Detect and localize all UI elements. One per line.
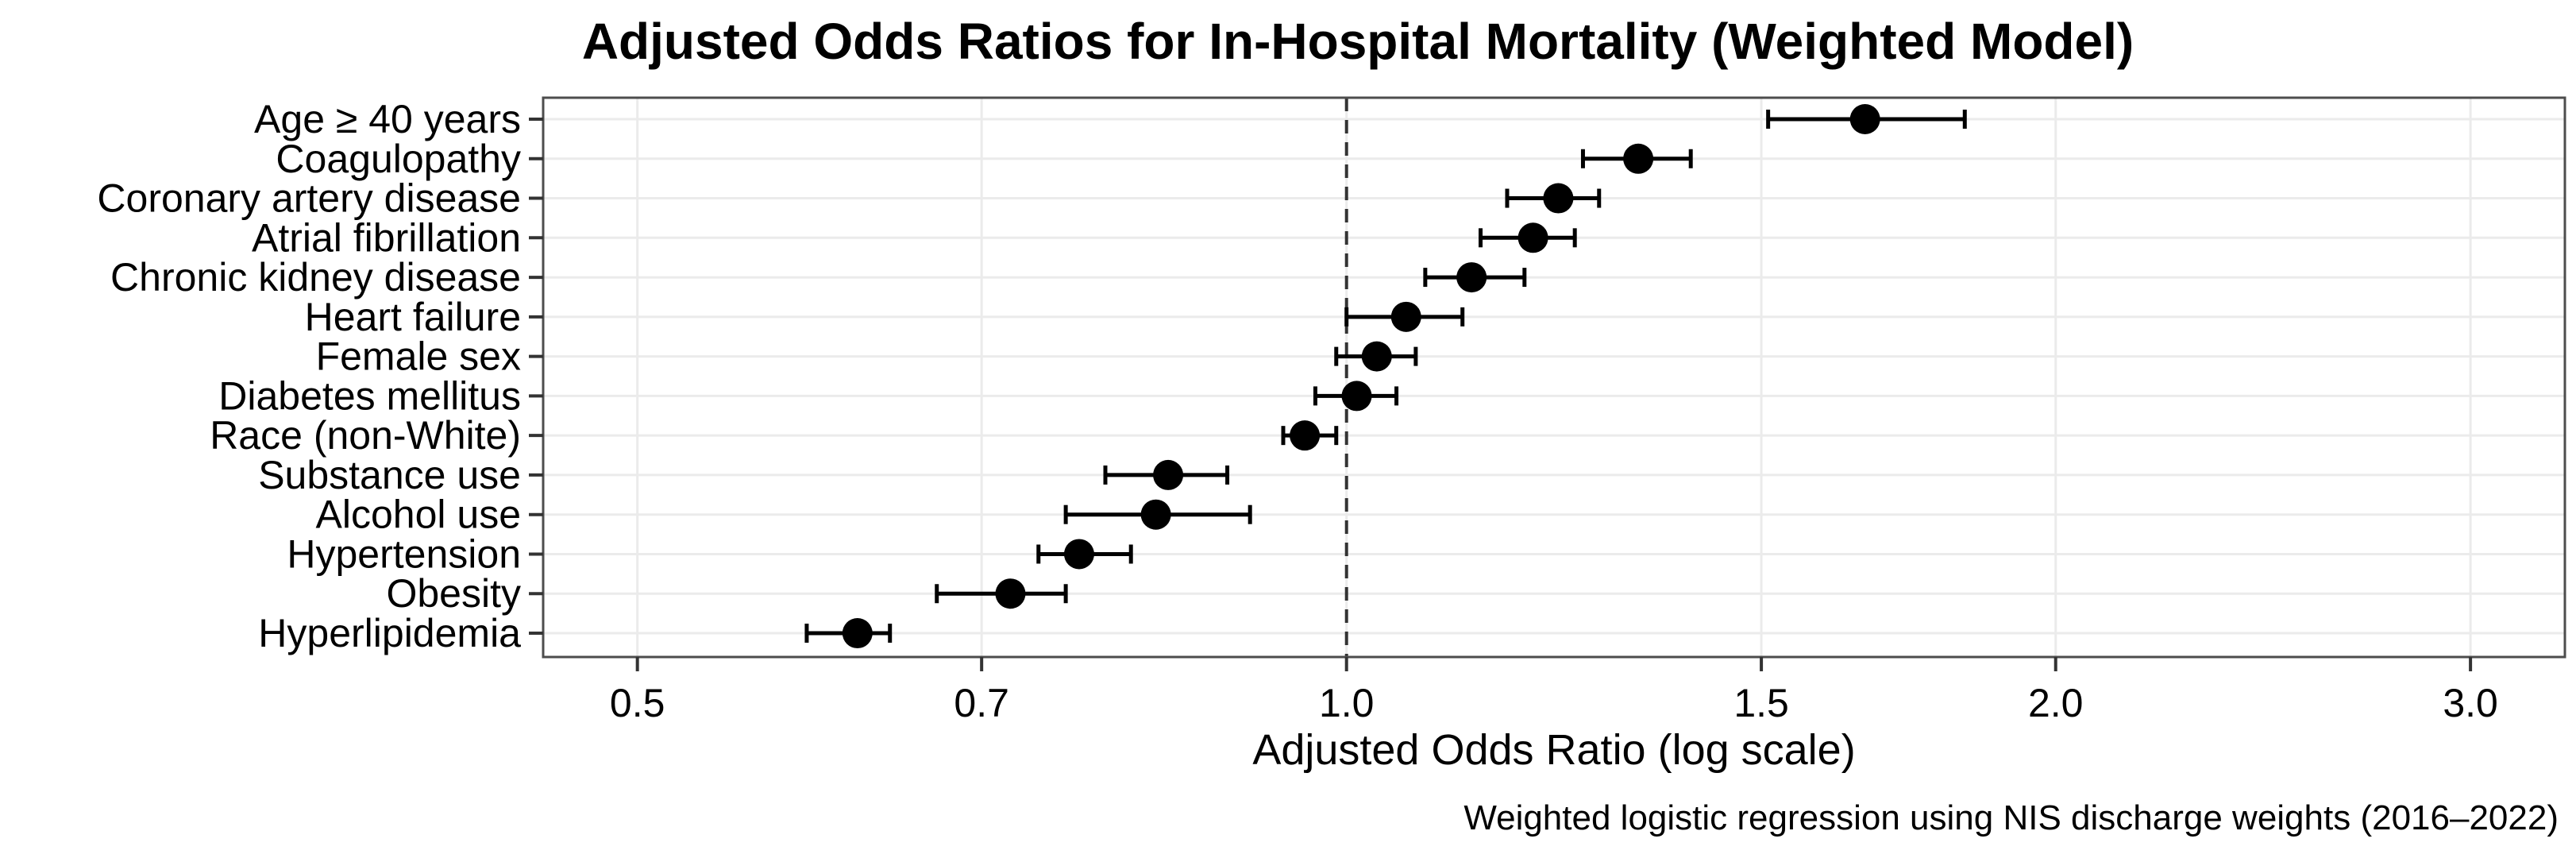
- y-axis-label: Chronic kidney disease: [110, 255, 521, 300]
- x-tick-label: 0.7: [954, 681, 1009, 725]
- panel-border: [542, 96, 2566, 659]
- forest-point: [1140, 499, 1171, 530]
- x-tick-label: 1.0: [1319, 681, 1375, 725]
- y-axis-label: Hypertension: [287, 531, 521, 576]
- y-axis-label: Hyperlipidemia: [258, 611, 521, 655]
- y-axis-label: Alcohol use: [316, 493, 522, 537]
- forest-point: [1341, 381, 1372, 412]
- forest-point: [1290, 420, 1321, 451]
- forest-point: [1849, 104, 1880, 134]
- panel-background: [543, 98, 2565, 657]
- forest-point: [1063, 539, 1094, 570]
- forest-point: [1390, 301, 1421, 332]
- forest-point: [1456, 262, 1487, 293]
- forest-point: [1517, 222, 1548, 253]
- forest-point: [1543, 183, 1574, 214]
- chart-title: Adjusted Odds Ratios for In-Hospital Mor…: [582, 13, 2134, 70]
- x-tick-label: 0.5: [610, 681, 665, 725]
- plot-panel: [542, 96, 2566, 659]
- y-axis-label: Substance use: [258, 453, 521, 497]
- y-axis-label: Obesity: [386, 571, 521, 616]
- y-axis-label: Age ≥ 40 years: [254, 97, 521, 141]
- y-axis-label: Female sex: [316, 334, 521, 379]
- y-axis-label: Atrial fibrillation: [252, 215, 521, 260]
- x-tick-label: 3.0: [2443, 681, 2498, 725]
- x-tick-label: 1.5: [1733, 681, 1789, 725]
- x-tick-label: 2.0: [2028, 681, 2084, 725]
- forest-point: [1153, 459, 1184, 490]
- y-axis-label: Heart failure: [305, 295, 521, 339]
- chart-caption: Weighted logistic regression using NIS d…: [1463, 798, 2559, 837]
- y-axis-label: Coronary artery disease: [97, 176, 521, 221]
- y-axis-label: Diabetes mellitus: [218, 373, 521, 418]
- forest-point: [1361, 341, 1392, 372]
- y-axis-label: Race (non-White): [210, 413, 521, 458]
- forest-point: [1623, 143, 1654, 174]
- y-axis-label: Coagulopathy: [276, 137, 521, 181]
- forest-point: [995, 578, 1026, 609]
- forest-point: [842, 618, 873, 649]
- x-axis-title: Adjusted Odds Ratio (log scale): [1252, 726, 1855, 774]
